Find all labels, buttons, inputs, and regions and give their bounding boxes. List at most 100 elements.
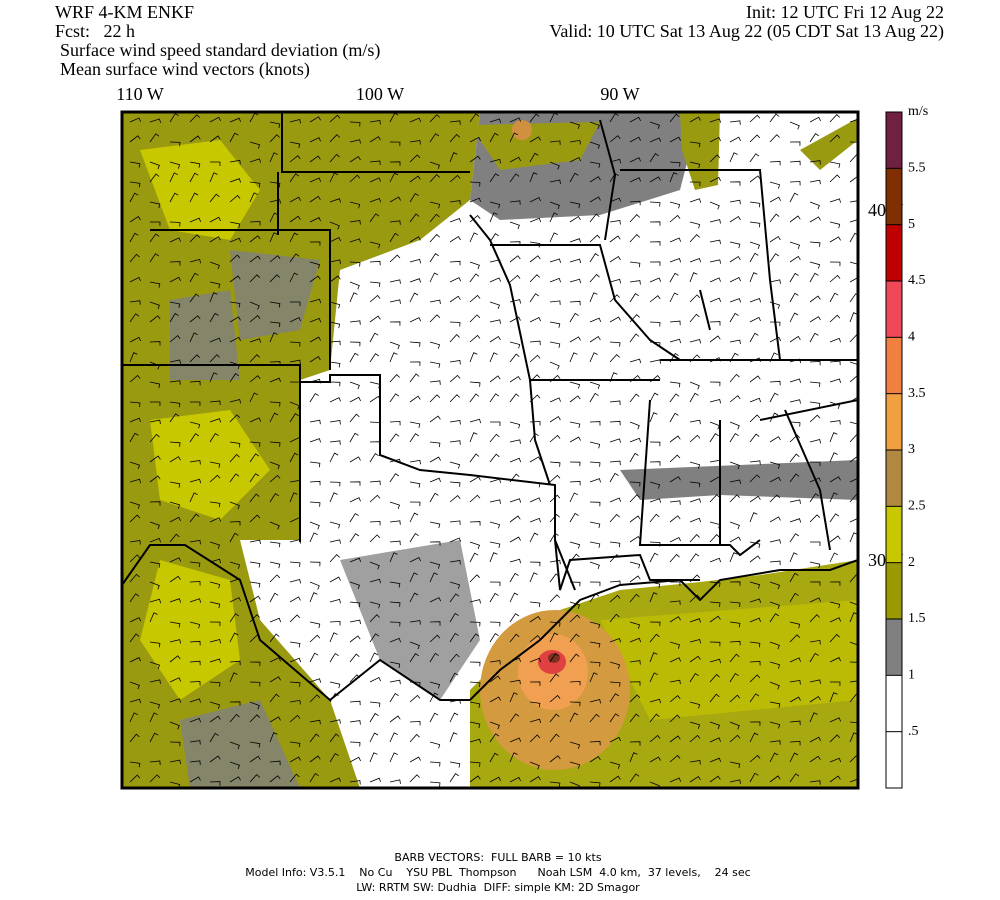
barb xyxy=(129,554,141,563)
barb xyxy=(229,776,241,783)
barb xyxy=(729,276,741,283)
barb xyxy=(629,575,641,583)
barb xyxy=(329,539,341,544)
barb xyxy=(269,441,281,447)
barb xyxy=(449,732,458,743)
barb xyxy=(729,494,740,503)
barb xyxy=(709,641,721,647)
barb xyxy=(489,552,498,563)
barb xyxy=(629,421,640,430)
barb xyxy=(529,761,540,770)
barb xyxy=(169,335,181,343)
barb xyxy=(749,772,759,783)
colorbar-label: 4 xyxy=(908,330,915,345)
barb xyxy=(189,380,201,386)
barb xyxy=(749,512,758,523)
barb xyxy=(849,396,858,403)
barb xyxy=(569,701,581,707)
barb xyxy=(209,681,221,687)
barb xyxy=(689,672,699,683)
barb xyxy=(749,316,761,323)
barb xyxy=(269,676,281,683)
barb xyxy=(849,721,858,724)
barb xyxy=(649,176,661,183)
barb xyxy=(809,332,819,343)
barb xyxy=(589,176,601,183)
barb xyxy=(209,601,221,609)
barb xyxy=(549,632,559,643)
barb xyxy=(189,192,199,203)
barb xyxy=(329,420,341,425)
barb xyxy=(249,192,258,203)
barb xyxy=(429,253,440,263)
barb xyxy=(549,361,560,370)
colorbar-label: 3.5 xyxy=(908,386,926,401)
barb xyxy=(389,732,398,743)
barb xyxy=(729,653,740,663)
barb xyxy=(349,741,361,747)
barb xyxy=(349,156,361,163)
barb xyxy=(269,274,280,283)
barb xyxy=(609,613,620,623)
barb xyxy=(689,721,701,729)
barb xyxy=(569,541,581,549)
barb xyxy=(829,432,838,443)
barb xyxy=(589,781,601,787)
barb xyxy=(489,752,499,763)
barb xyxy=(649,734,661,743)
barb xyxy=(789,141,801,146)
barb xyxy=(449,217,462,223)
barb xyxy=(349,756,361,763)
barb xyxy=(129,232,139,243)
barb xyxy=(189,717,201,723)
barb xyxy=(389,232,399,243)
barb xyxy=(789,740,801,746)
barb xyxy=(249,493,260,503)
barb xyxy=(449,593,460,603)
barb xyxy=(369,452,379,463)
barb xyxy=(549,474,561,483)
barb xyxy=(449,152,458,163)
barb xyxy=(129,478,141,484)
barb xyxy=(529,421,541,426)
barb xyxy=(409,681,421,687)
barb xyxy=(669,777,682,783)
barb xyxy=(169,141,181,147)
barb xyxy=(609,172,619,183)
barb xyxy=(429,477,441,483)
barb xyxy=(469,541,481,550)
barb xyxy=(469,761,481,767)
barb xyxy=(309,652,319,663)
barb xyxy=(769,181,781,189)
barb xyxy=(289,561,301,567)
barb xyxy=(409,192,419,203)
barb xyxy=(229,672,238,683)
barb xyxy=(649,137,662,143)
barb xyxy=(189,161,201,168)
barb xyxy=(509,341,521,349)
barb xyxy=(489,375,501,383)
barb xyxy=(729,521,740,530)
barb xyxy=(769,235,781,243)
barb xyxy=(749,598,761,604)
barb xyxy=(209,658,221,663)
barb xyxy=(389,141,401,147)
barb xyxy=(150,221,161,227)
barb xyxy=(509,353,520,363)
barb xyxy=(629,637,642,643)
barb xyxy=(429,415,441,423)
barb xyxy=(529,681,541,686)
barb xyxy=(649,672,658,683)
barb xyxy=(549,179,561,184)
barb xyxy=(429,456,441,463)
barb xyxy=(329,153,340,163)
barb xyxy=(209,581,221,589)
barb xyxy=(149,201,161,209)
barb xyxy=(469,352,478,363)
barb xyxy=(369,480,381,486)
barb xyxy=(369,633,380,643)
barb xyxy=(409,361,421,366)
barb xyxy=(209,755,221,763)
barb xyxy=(169,759,181,765)
barb xyxy=(529,561,541,567)
